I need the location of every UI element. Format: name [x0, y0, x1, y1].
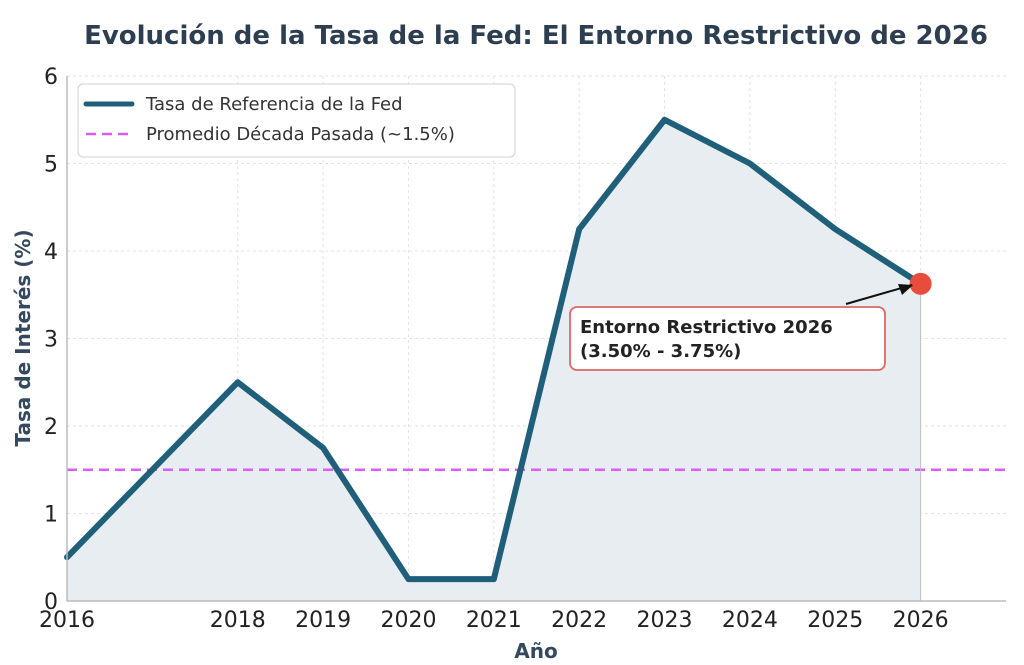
data-point: [833, 227, 838, 232]
chart-title: Evolución de la Tasa de la Fed: El Entor…: [84, 21, 988, 51]
y-tick-label: 2: [44, 415, 58, 440]
y-ticks: 0 1 2 3 4 5 6: [44, 65, 58, 615]
y-tick-label: 5: [44, 153, 58, 178]
series-line: [64, 116, 924, 583]
x-axis-label: Año: [514, 639, 557, 663]
data-point: [406, 577, 411, 582]
y-tick-label: 1: [44, 503, 58, 528]
legend: Tasa de Referencia de la Fed Promedio Dé…: [77, 83, 516, 158]
annotation-box: [569, 306, 886, 371]
x-tick-label: 2023: [637, 608, 693, 633]
legend-label-series: Tasa de Referencia de la Fed: [145, 94, 403, 115]
data-point: [321, 445, 326, 450]
data-point: [747, 161, 752, 166]
data-point: [577, 227, 582, 232]
data-point: [235, 380, 240, 385]
y-tick-label: 6: [44, 65, 58, 90]
annotation-arrowhead: [898, 284, 913, 295]
x-tick-label: 2019: [295, 608, 351, 633]
data-point: [662, 117, 667, 122]
y-tick-label: 4: [44, 240, 58, 265]
x-tick-label: 2018: [210, 608, 266, 633]
x-tick-label: 2021: [466, 608, 522, 633]
x-tick-label: 2016: [39, 608, 95, 633]
annotation: Entorno Restrictivo 2026 (3.50% - 3.75%): [569, 284, 913, 371]
y-axis-label: Tasa de Interés (%): [11, 229, 35, 446]
highlight-point: [909, 272, 932, 295]
x-tick-label: 2026: [893, 608, 949, 633]
area-fill: [67, 119, 921, 601]
data-point: [491, 577, 496, 582]
x-tick-label: 2022: [551, 608, 607, 633]
legend-box: [77, 83, 516, 158]
annotation-line-2: (3.50% - 3.75%): [580, 341, 741, 362]
x-ticks: 2016 2018 2019 2020 2021 2022 2023 2024 2025 2026: [39, 608, 949, 633]
y-tick-label: 3: [44, 328, 58, 353]
x-tick-label: 2024: [722, 608, 778, 633]
y-tick-label: 0: [44, 590, 58, 615]
annotation-line-1: Entorno Restrictivo 2026: [580, 317, 833, 338]
legend-label-reference: Promedio Década Pasada (~1.5%): [146, 124, 455, 145]
x-tick-label: 2025: [807, 608, 863, 633]
x-tick-label: 2020: [380, 608, 436, 633]
